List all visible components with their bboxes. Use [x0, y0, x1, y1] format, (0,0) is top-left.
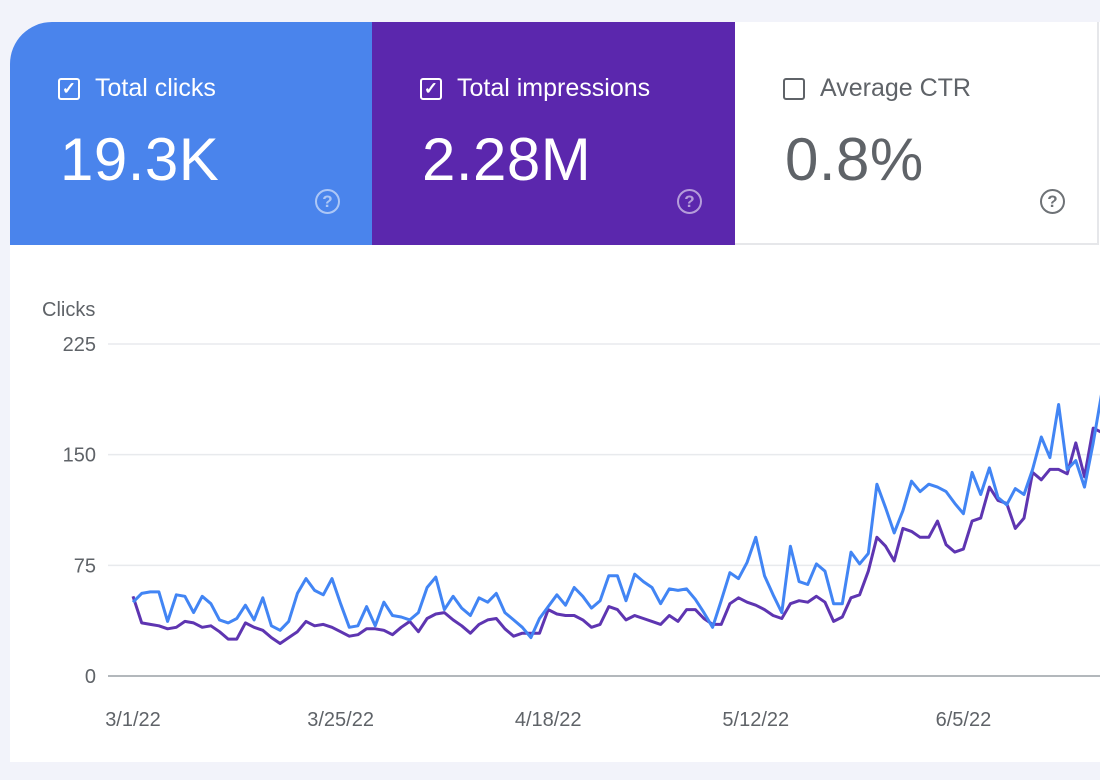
total-impressions-toggle[interactable]: ✓ Total impressions: [420, 74, 650, 103]
help-icon[interactable]: ?: [315, 189, 340, 214]
total-clicks-tile[interactable]: ✓ Total clicks 19.3K ?: [10, 22, 373, 245]
total-clicks-value: 19.3K: [60, 126, 220, 193]
impressions-series-line[interactable]: [131, 426, 1100, 645]
average-ctr-label: Average CTR: [820, 74, 971, 102]
x-tick-label: 5/12/22: [722, 709, 789, 731]
checkbox-checked-icon[interactable]: ✓: [58, 77, 80, 100]
average-ctr-value: 0.8%: [785, 126, 924, 193]
performance-card: ✓ Total clicks 19.3K ? ✓ Total impressio…: [10, 22, 1100, 762]
y-axis-label: Clicks: [42, 299, 95, 321]
total-impressions-tile[interactable]: ✓ Total impressions 2.28M ?: [372, 22, 736, 245]
total-clicks-label: Total clicks: [95, 74, 216, 102]
x-tick-label: 3/25/22: [307, 709, 374, 731]
checkbox-unchecked-icon[interactable]: [783, 77, 805, 100]
y-tick-label: 75: [74, 555, 96, 577]
y-tick-label: 0: [85, 666, 96, 688]
x-tick-label: 6/5/22: [936, 709, 992, 731]
average-ctr-toggle[interactable]: Average CTR: [783, 74, 971, 103]
clicks-series-line[interactable]: [131, 393, 1100, 640]
total-clicks-toggle[interactable]: ✓ Total clicks: [58, 74, 216, 103]
y-tick-label: 225: [63, 334, 96, 356]
checkbox-checked-icon[interactable]: ✓: [420, 77, 442, 100]
help-icon[interactable]: ?: [677, 189, 702, 214]
x-tick-label: 3/1/22: [105, 709, 161, 731]
total-impressions-label: Total impressions: [457, 74, 651, 102]
average-ctr-tile[interactable]: Average CTR 0.8% ?: [735, 22, 1099, 245]
total-impressions-value: 2.28M: [422, 126, 592, 193]
x-tick-label: 4/18/22: [515, 709, 582, 731]
y-tick-label: 150: [63, 445, 96, 467]
help-icon[interactable]: ?: [1040, 189, 1065, 214]
